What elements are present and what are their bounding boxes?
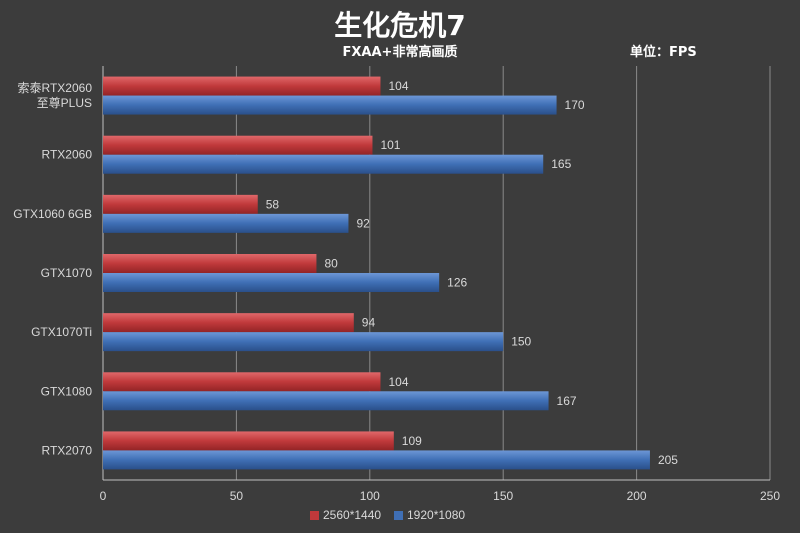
data-label: 101 xyxy=(380,138,400,152)
bar-2560x1440 xyxy=(103,431,394,451)
data-label: 104 xyxy=(388,79,408,93)
category-label: 索泰RTX2060 至尊PLUS xyxy=(18,81,93,110)
data-label: 126 xyxy=(447,276,467,290)
legend-swatch-blue xyxy=(394,510,403,520)
data-label: 109 xyxy=(402,434,422,448)
bar-2560x1440 xyxy=(103,313,354,333)
bar-2560x1440 xyxy=(103,254,317,273)
x-tick-label: 0 xyxy=(100,489,107,503)
category-label: GTX1070 xyxy=(41,266,93,280)
bar-1920x1080 xyxy=(103,450,650,470)
legend-label: 2560*1440 xyxy=(323,508,382,522)
category-label: RTX2070 xyxy=(42,443,93,457)
bar-1920x1080 xyxy=(103,332,504,352)
data-label: 170 xyxy=(565,98,585,112)
x-tick-label: 150 xyxy=(493,489,513,503)
legend-label: 1920*1080 xyxy=(407,508,466,522)
chart-subtitle: FXAA+非常高画质 xyxy=(342,45,458,60)
data-label: 165 xyxy=(551,157,571,171)
legend-item-1920x1080: 1920*1080 xyxy=(394,508,465,522)
bar-2560x1440 xyxy=(103,194,258,214)
bar-2560x1440 xyxy=(103,135,373,155)
bar-1920x1080 xyxy=(103,154,544,174)
category-label: GTX1080 xyxy=(41,384,93,398)
data-label: 92 xyxy=(356,216,370,230)
bar-1920x1080 xyxy=(103,391,549,411)
data-label: 94 xyxy=(362,316,376,330)
legend-swatch-red xyxy=(310,510,319,520)
data-label: 104 xyxy=(388,375,408,389)
x-tick-label: 50 xyxy=(230,489,244,503)
bar-2560x1440 xyxy=(103,76,381,96)
bar-2560x1440 xyxy=(103,372,381,392)
chart-title: 生化危机7 xyxy=(334,9,466,42)
x-tick-label: 200 xyxy=(627,489,647,503)
x-tick-label: 250 xyxy=(760,489,780,503)
bar-1920x1080 xyxy=(103,273,440,292)
category-label: GTX1070Ti xyxy=(31,325,92,339)
unit-label: 单位：FPS xyxy=(630,45,697,60)
data-label: 150 xyxy=(511,335,531,349)
x-tick-label: 100 xyxy=(360,489,380,503)
category-label: RTX2060 xyxy=(42,148,93,162)
data-label: 80 xyxy=(324,257,338,271)
data-label: 205 xyxy=(658,453,678,467)
bar-1920x1080 xyxy=(103,213,349,233)
category-label: GTX1060 6GB xyxy=(13,207,92,221)
legend: 2560*1440 1920*1080 xyxy=(0,508,800,524)
legend-item-2560x1440: 2560*1440 xyxy=(310,508,381,522)
data-label: 58 xyxy=(266,197,280,211)
data-label: 167 xyxy=(557,394,577,408)
bar-1920x1080 xyxy=(103,95,557,115)
